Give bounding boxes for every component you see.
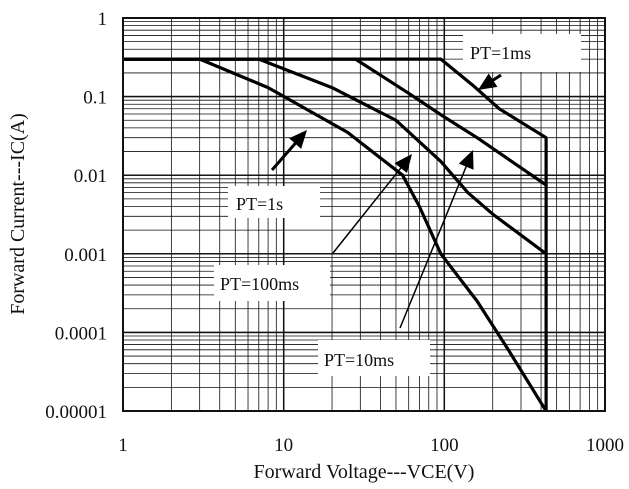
annotation-arrow [332, 164, 404, 254]
y-tick-label: 0.01 [74, 166, 107, 187]
annotation-box [318, 340, 430, 376]
annotation-label: PT=1s [236, 194, 283, 214]
y-tick-label: 0.001 [64, 245, 107, 266]
annotation-label: PT=100ms [220, 274, 299, 294]
series-line-2 [123, 57, 548, 256]
series-line-1 [123, 57, 548, 187]
series-line-3 [123, 57, 548, 412]
annotation-box [228, 186, 320, 218]
y-axis-label: Forward Current---IC(A) [7, 113, 29, 315]
arrow-head [289, 130, 307, 149]
plot-frame [122, 17, 606, 412]
x-tick-label: 1000 [586, 435, 624, 456]
annotation-arrow [270, 139, 299, 171]
y-tick-label: 0.00001 [45, 402, 107, 423]
y-tick-label: 1 [98, 9, 108, 30]
x-tick-label: 100 [430, 435, 459, 456]
arrow-head [478, 73, 498, 90]
curves [123, 57, 548, 412]
annotation-label: PT=1ms [470, 43, 531, 63]
annotation-box [463, 34, 581, 72]
x-axis-label: Forward Voltage---VCE(V) [254, 461, 475, 483]
annotation-box [214, 265, 330, 301]
x-tick-label: 1 [118, 435, 128, 456]
annotation-label: PT=10ms [324, 350, 394, 370]
tick-labels: 1 10 100 1000 1 0.1 0.01 0.001 0.0001 0.00001 [45, 9, 624, 456]
annotations: PT=1ms PT=1s PT=100ms PT=10ms [214, 34, 581, 376]
annotation-arrow [399, 162, 469, 329]
y-tick-label: 0.0001 [55, 323, 107, 344]
arrow-head [458, 150, 474, 170]
grid [122, 17, 606, 412]
y-tick-label: 0.1 [83, 88, 107, 109]
arrow-head [394, 154, 412, 174]
x-tick-label: 10 [274, 435, 293, 456]
